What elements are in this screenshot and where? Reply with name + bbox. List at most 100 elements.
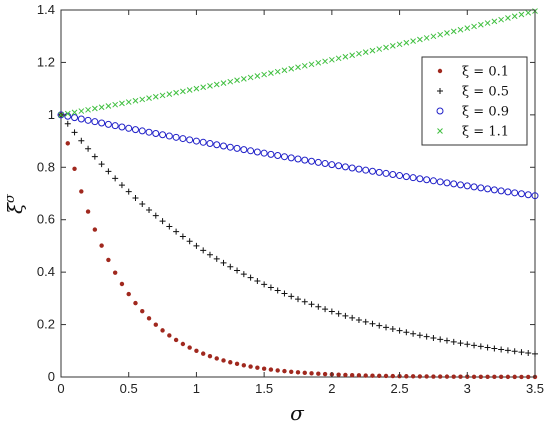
data-point [517,190,525,198]
data-point [165,132,173,140]
data-point [491,345,498,352]
data-point [200,247,207,254]
data-point [511,348,518,355]
data-point [111,122,119,130]
data-point [356,373,362,378]
data-point [471,342,478,349]
data-point [437,31,444,38]
data-point [490,186,498,194]
data-point [369,47,376,54]
data-point [498,374,504,380]
data-point [396,327,403,334]
data-point [417,36,423,43]
data-point [403,39,410,46]
data-point [362,49,369,56]
data-point [106,257,111,263]
data-point [301,298,308,305]
data-point [370,373,375,378]
data-point [295,296,301,303]
data-point [484,20,491,26]
legend-marker [436,107,444,115]
data-point [281,67,288,74]
data-point [233,144,241,152]
data-point [532,350,538,357]
data-point [295,64,301,71]
legend-marker [437,88,443,94]
data-point [423,35,430,41]
data-point [457,340,464,347]
data-point [179,135,187,143]
data-point [301,156,309,164]
legend-entry-label: ξ = 0.9 [462,105,509,120]
data-point [179,233,186,240]
data-point [159,218,166,225]
data-point [437,336,444,343]
data-point [78,108,85,114]
data-point [234,361,240,367]
data-point [64,110,71,117]
data-point [519,374,524,380]
data-point [458,374,463,379]
data-point [429,177,437,185]
data-point [200,84,207,91]
data-point [98,161,105,168]
y-axis-label: ξσ [3,193,27,214]
data-point [335,55,342,62]
data-point [389,43,396,49]
data-point [511,189,519,197]
data-point [363,373,368,378]
data-point [512,374,517,380]
data-point [342,312,349,319]
data-point [254,73,261,79]
x-axis-ticks: 0 0.5 1 1.5 2 2.5 3 3.5 [57,10,544,396]
x-axis-label: σ [290,401,305,425]
data-point [193,242,200,249]
y-tick-label: 0.4 [37,264,55,279]
data-point [308,61,315,68]
data-point [308,301,315,308]
x-tick-label: 2 [328,381,335,396]
data-point [118,182,125,189]
data-point [444,374,450,379]
data-point [112,101,119,108]
data-point [207,353,213,359]
data-point [450,338,457,345]
data-point [504,347,511,354]
y-tick-label: 1 [48,107,55,122]
data-point [404,374,409,379]
data-point [213,255,220,262]
data-point [410,330,417,337]
data-point [389,170,397,178]
data-point [260,149,268,157]
data-point [145,128,153,136]
data-point [505,15,511,21]
data-point [274,287,281,294]
x-tick-label: 1 [193,381,200,396]
data-point [281,290,288,297]
data-point [187,345,192,350]
data-point [166,91,173,97]
data-point [329,56,335,63]
data-point [430,335,437,342]
data-point [133,300,138,306]
data-point [526,374,531,380]
data-point [477,184,485,192]
data-point [84,116,92,124]
data-point [261,71,267,78]
data-point [186,136,194,144]
data-point [220,142,228,150]
data-point [201,351,206,356]
data-point [98,119,106,127]
data-point [295,370,301,375]
data-point [450,28,457,35]
data-point [112,270,118,275]
data-point [375,168,383,176]
data-point [322,371,328,377]
data-point [484,185,492,193]
data-point [226,143,234,151]
data-point [309,371,314,376]
data-point [410,38,416,44]
data-point [356,50,362,57]
data-point [322,58,328,65]
data-point [125,188,132,195]
